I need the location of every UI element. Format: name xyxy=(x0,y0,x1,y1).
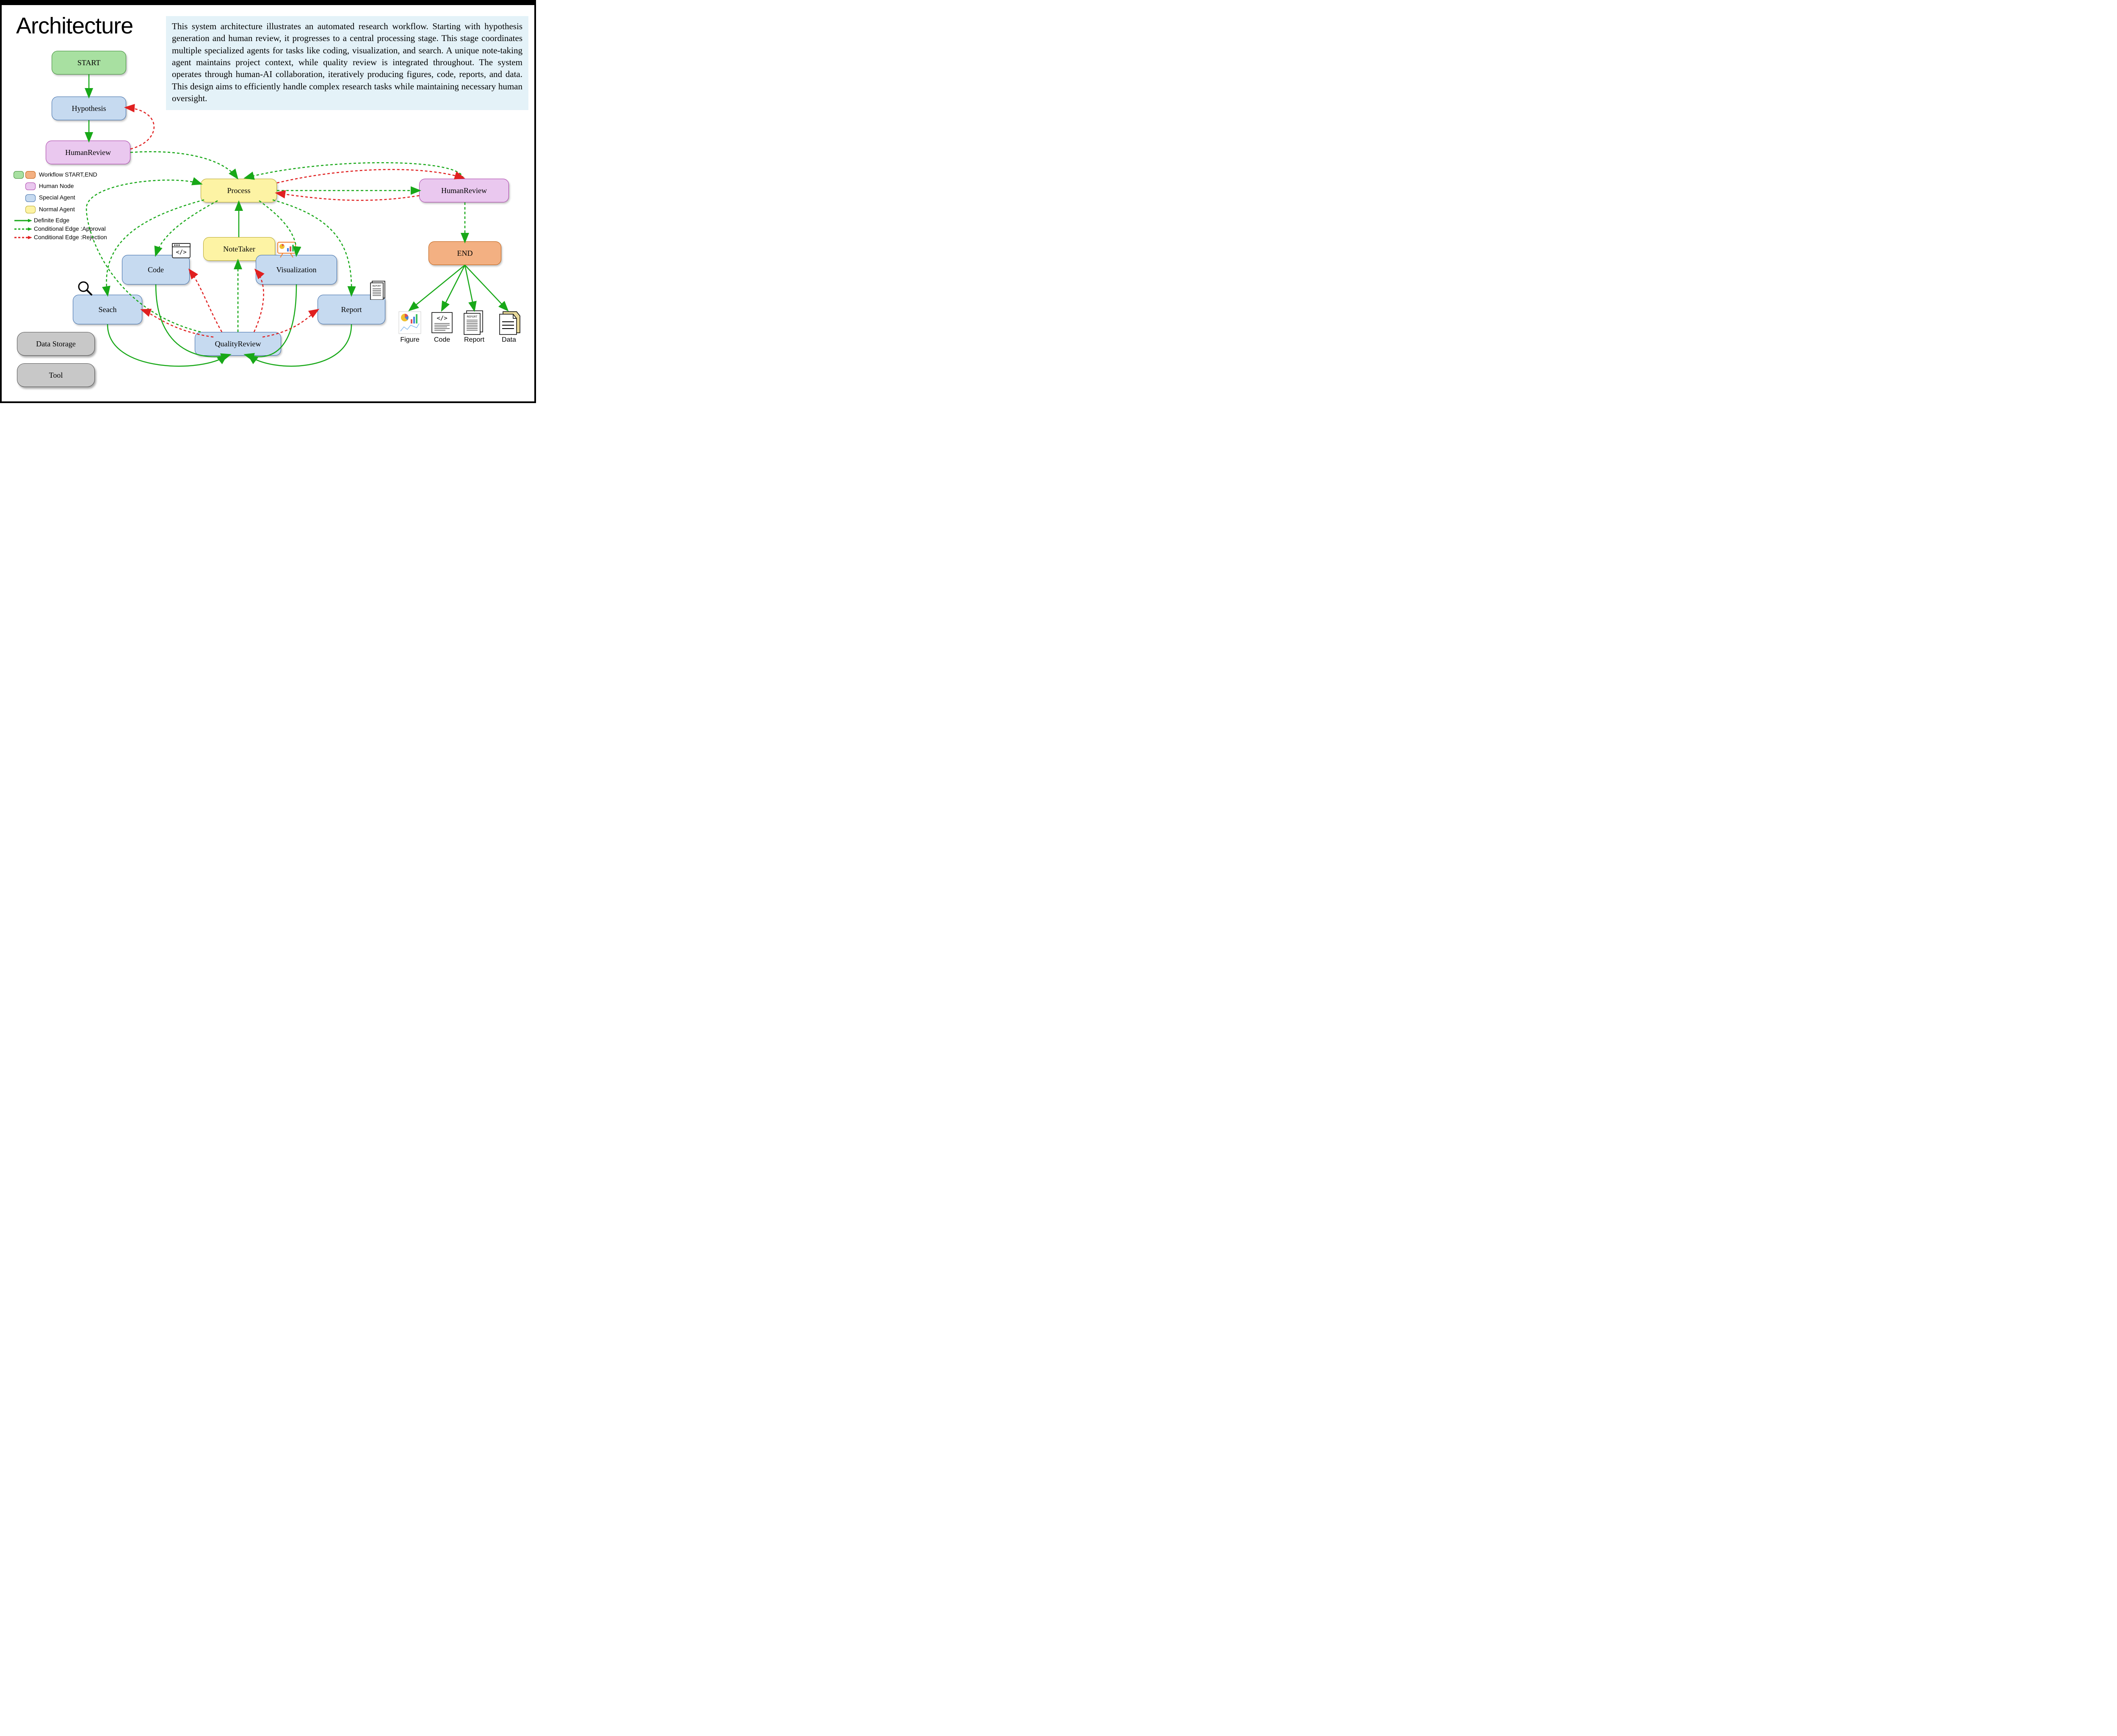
svg-text:REPORT: REPORT xyxy=(373,285,381,287)
legend-definite-edge: Definite Edge xyxy=(14,217,107,224)
node-hypothesis: Hypothesis xyxy=(52,97,126,120)
legend-rejection-edge: Conditional Edge :Rejection xyxy=(14,234,107,240)
report-doc-icon: REPORT xyxy=(370,280,387,302)
edge-end-data_out xyxy=(465,265,507,310)
output-report-icon: REPORT xyxy=(462,310,486,337)
node-start: START xyxy=(52,51,126,75)
edge-humanreview1-hypothesis xyxy=(126,108,154,149)
node-humanreview-1: HumanReview xyxy=(46,141,130,164)
swatch-normal xyxy=(25,206,36,213)
legend-label-special: Special Agent xyxy=(39,194,75,201)
legend-row-special: Special Agent xyxy=(14,192,97,203)
magnifier-icon xyxy=(77,280,94,299)
node-visualization-label: Visualization xyxy=(276,265,317,274)
node-datastorage-label: Data Storage xyxy=(36,340,75,348)
output-figure-label: Figure xyxy=(398,336,422,344)
node-search-label: Seach xyxy=(99,305,117,314)
output-code-label: Code xyxy=(430,336,454,344)
output-code-icon: </> xyxy=(430,311,454,337)
legend-label-normal: Normal Agent xyxy=(39,206,75,213)
output-report-label: Report xyxy=(461,336,488,344)
edge-humanreview1-process xyxy=(130,152,237,178)
code-browser-icon: </> xyxy=(172,243,191,260)
node-humanreview2-label: HumanReview xyxy=(441,186,487,195)
legend-rejection-label: Conditional Edge :Rejection xyxy=(34,234,107,240)
node-hypothesis-label: Hypothesis xyxy=(72,104,106,113)
legend-label-human: Human Node xyxy=(39,182,74,189)
output-figure-icon xyxy=(398,311,422,337)
legend-label-startend: Workflow START,END xyxy=(39,171,97,178)
legend-edge-types: Definite Edge Conditional Edge :Approval… xyxy=(14,217,107,240)
node-tool-label: Tool xyxy=(49,371,63,380)
node-datastorage: Data Storage xyxy=(17,332,95,356)
description-panel: This system architecture illustrates an … xyxy=(166,16,528,110)
page-title: Architecture xyxy=(16,13,133,39)
swatch-start xyxy=(14,171,24,179)
node-report-label: Report xyxy=(341,305,362,314)
edge-end-figure xyxy=(410,265,465,310)
svg-text:</>: </> xyxy=(176,249,186,256)
node-process-label: Process xyxy=(227,186,251,195)
node-qualityreview-label: QualityReview xyxy=(215,340,261,348)
node-code-label: Code xyxy=(148,265,164,274)
node-end-label: END xyxy=(457,249,473,258)
edge-end-code_out xyxy=(442,265,465,310)
swatch-human xyxy=(25,182,36,190)
node-end: END xyxy=(428,241,501,265)
chart-easel-icon xyxy=(277,240,296,260)
edge-end-report_out xyxy=(465,265,474,310)
legend-row-human: Human Node xyxy=(14,181,97,191)
node-humanreview1-label: HumanReview xyxy=(65,148,111,157)
legend-node-types: Workflow START,END Human Node Special Ag… xyxy=(14,169,97,216)
node-process: Process xyxy=(201,179,277,202)
node-qualityreview: QualityReview xyxy=(195,332,281,356)
node-notetaker-label: NoteTaker xyxy=(223,245,255,254)
legend-row-startend: Workflow START,END xyxy=(14,169,97,180)
legend-row-normal: Normal Agent xyxy=(14,204,97,215)
swatch-special xyxy=(25,194,36,202)
svg-text:REPORT: REPORT xyxy=(467,316,478,318)
svg-text:</>: </> xyxy=(437,315,447,322)
legend-definite-label: Definite Edge xyxy=(34,217,69,224)
swatch-end xyxy=(25,171,36,179)
node-start-label: START xyxy=(77,58,100,67)
edge-humanreview2-process xyxy=(277,193,419,200)
edge-humanreview2-process xyxy=(246,163,463,179)
output-data-icon xyxy=(496,310,522,337)
output-data-label: Data xyxy=(496,336,522,344)
legend-approval-label: Conditional Edge :Approval xyxy=(34,225,106,232)
node-visualization: Visualization xyxy=(256,255,337,285)
node-humanreview-2: HumanReview xyxy=(419,179,509,202)
legend-approval-edge: Conditional Edge :Approval xyxy=(14,225,107,232)
node-tool: Tool xyxy=(17,363,95,387)
edge-qualityreview-code xyxy=(190,270,222,332)
